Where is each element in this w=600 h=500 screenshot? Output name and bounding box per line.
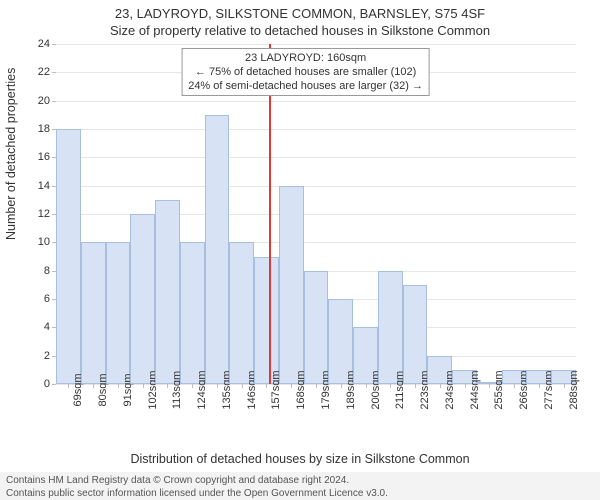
histogram-bar: [81, 242, 106, 384]
histogram-bar: [378, 271, 403, 384]
x-tick-mark: [242, 384, 243, 388]
x-tick-mark: [93, 384, 94, 388]
histogram-bar: [304, 271, 329, 384]
x-tick-label: 244sqm: [469, 370, 481, 409]
x-tick-mark: [266, 384, 267, 388]
histogram-bar: [106, 242, 131, 384]
x-tick-mark: [291, 384, 292, 388]
x-tick-mark: [440, 384, 441, 388]
x-tick-mark: [118, 384, 119, 388]
y-tick-label: 16: [38, 151, 50, 163]
histogram-bar: [180, 242, 205, 384]
histogram-bar: [205, 115, 230, 384]
x-tick-mark: [316, 384, 317, 388]
y-tick-mark: [52, 101, 56, 102]
histogram-bar: [155, 200, 180, 384]
x-tick-mark: [539, 384, 540, 388]
y-tick-label: 2: [44, 350, 50, 362]
gridline: [56, 186, 576, 187]
y-tick-mark: [52, 44, 56, 45]
footer-line-2: Contains public sector information licen…: [6, 487, 594, 500]
y-tick-label: 0: [44, 378, 50, 390]
chart-subtitle: Size of property relative to detached ho…: [0, 23, 600, 38]
x-tick-mark: [465, 384, 466, 388]
footer-line-1: Contains HM Land Registry data © Crown c…: [6, 474, 594, 487]
y-tick-mark: [52, 72, 56, 73]
callout-line-1: 23 LADYROYD: 160sqm: [188, 51, 423, 65]
y-tick-label: 22: [38, 66, 50, 78]
x-tick-mark: [341, 384, 342, 388]
x-tick-mark: [167, 384, 168, 388]
histogram-bar: [254, 257, 279, 385]
x-tick-mark: [366, 384, 367, 388]
y-tick-label: 10: [38, 236, 50, 248]
footer: Contains HM Land Registry data © Crown c…: [0, 472, 600, 500]
x-tick-mark: [514, 384, 515, 388]
gridline: [56, 101, 576, 102]
gridline: [56, 157, 576, 158]
x-tick-mark: [68, 384, 69, 388]
callout-line-2: ← 75% of detached houses are smaller (10…: [188, 65, 423, 79]
x-tick-mark: [415, 384, 416, 388]
gridline: [56, 44, 576, 45]
y-axis-label: Number of detached properties: [4, 68, 18, 240]
y-tick-label: 20: [38, 95, 50, 107]
y-tick-label: 18: [38, 123, 50, 135]
histogram-bar: [279, 186, 304, 384]
histogram-bar: [403, 285, 428, 384]
x-tick-label: 288sqm: [568, 370, 580, 409]
y-tick-label: 8: [44, 265, 50, 277]
x-tick-mark: [390, 384, 391, 388]
y-tick-label: 14: [38, 180, 50, 192]
histogram-bar: [130, 214, 155, 384]
x-tick-mark: [143, 384, 144, 388]
callout-box: 23 LADYROYD: 160sqm← 75% of detached hou…: [181, 48, 430, 96]
y-tick-label: 6: [44, 293, 50, 305]
y-tick-mark: [52, 384, 56, 385]
y-tick-label: 4: [44, 321, 50, 333]
x-tick-mark: [564, 384, 565, 388]
x-axis-label: Distribution of detached houses by size …: [0, 452, 600, 466]
chart-container: 23, LADYROYD, SILKSTONE COMMON, BARNSLEY…: [0, 0, 600, 500]
x-tick-mark: [217, 384, 218, 388]
y-tick-label: 12: [38, 208, 50, 220]
histogram-bar: [56, 129, 81, 384]
gridline: [56, 129, 576, 130]
histogram-bar: [229, 242, 254, 384]
x-tick-mark: [489, 384, 490, 388]
plot-area: 02468101214161820222469sqm80sqm91sqm102s…: [56, 44, 576, 384]
callout-line-3: 24% of semi-detached houses are larger (…: [188, 79, 423, 93]
y-tick-label: 24: [38, 38, 50, 50]
chart-title: 23, LADYROYD, SILKSTONE COMMON, BARNSLEY…: [0, 6, 600, 21]
x-tick-mark: [192, 384, 193, 388]
